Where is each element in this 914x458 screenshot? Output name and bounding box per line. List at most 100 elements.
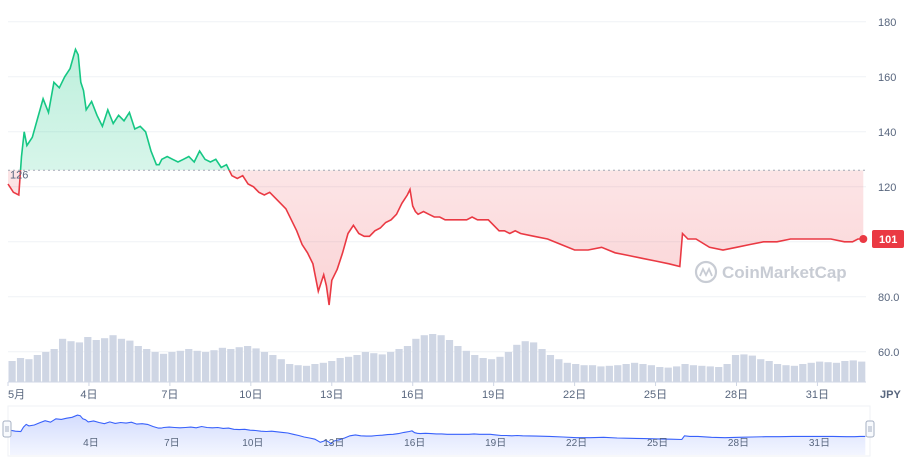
y-tick-label: 140	[878, 127, 896, 139]
volume-bar	[277, 359, 285, 382]
volume-bar	[824, 362, 832, 382]
volume-bar	[858, 361, 866, 382]
volume-bar	[849, 360, 857, 382]
volume-bar	[361, 352, 370, 382]
volume-bar	[58, 338, 67, 382]
x-tick-label: 10日	[239, 389, 262, 401]
volume-bar	[16, 358, 25, 382]
volume-bar	[252, 348, 260, 382]
volume-bar	[454, 346, 462, 382]
volume-bar	[33, 355, 41, 382]
navigator-x-tick-label: 13日	[323, 438, 344, 449]
current-price-label: 101	[879, 234, 897, 246]
volume-bar	[731, 355, 740, 382]
volume-bar	[664, 367, 672, 382]
volume-bars	[8, 334, 866, 382]
volume-bar	[765, 361, 773, 382]
navigator-x-tick-label: 4日	[83, 438, 99, 449]
volume-bar	[151, 352, 159, 382]
volume-bar	[698, 365, 706, 382]
volume-bar	[807, 362, 815, 382]
volume-bar	[42, 352, 50, 382]
volume-bar	[319, 362, 327, 382]
volume-bar	[84, 337, 92, 382]
volume-bar	[799, 364, 807, 382]
volume-bar	[370, 353, 378, 382]
price-areas	[8, 49, 864, 305]
volume-bar	[92, 340, 100, 382]
volume-bar	[471, 355, 479, 382]
volume-bar	[185, 349, 193, 382]
y-tick-label: 60.0	[878, 347, 899, 359]
volume-bar	[311, 364, 319, 382]
volume-bar	[260, 352, 269, 382]
volume-bar	[429, 334, 437, 382]
volume-bar	[143, 349, 151, 382]
volume-bar	[614, 365, 622, 382]
price-line-below-reference	[7, 170, 864, 306]
volume-bar	[50, 349, 58, 382]
volume-bar	[572, 364, 580, 382]
volume-bar	[294, 365, 302, 382]
volume-bar	[168, 352, 176, 382]
volume-bar	[328, 361, 336, 382]
navigator-x-axis: 4日 7日 10日 13日 16日 19日 22日 25日 28日 31日	[83, 438, 830, 449]
volume-bar	[67, 341, 75, 382]
volume-bar	[782, 365, 790, 382]
volume-bar	[605, 365, 613, 382]
coinmarketcap-logo-wave	[699, 266, 713, 278]
volume-bar	[673, 366, 681, 382]
volume-bar	[748, 355, 756, 382]
x-tick-label: 13日	[320, 389, 343, 401]
price-area-above-reference	[8, 49, 864, 171]
volume-bar	[269, 355, 277, 382]
navigator-x-tick-label: 25日	[647, 438, 668, 449]
volume-bar	[521, 341, 529, 382]
volume-bar	[336, 358, 344, 382]
navigator-x-tick-label: 31日	[809, 438, 830, 449]
volume-bar	[286, 364, 294, 382]
y-tick-label: 180	[878, 17, 896, 29]
volume-bar	[244, 346, 252, 382]
volume-bar	[218, 347, 227, 382]
navigator-right-handle[interactable]	[865, 420, 875, 438]
x-axis: 5月 4日 7日 10日 13日 16日 19日 22日 25日 28日 31日	[7, 382, 829, 401]
volume-bar	[715, 367, 723, 382]
volume-bar	[689, 365, 698, 382]
volume-bar	[8, 361, 16, 382]
volume-bar	[109, 335, 117, 382]
volume-bar	[353, 355, 361, 382]
range-navigator[interactable]: 4日 7日 10日 13日 16日 19日 22日 25日 28日 31日	[2, 405, 875, 457]
volume-bar	[462, 350, 470, 382]
volume-bar	[706, 366, 714, 382]
currency-label: JPY	[880, 389, 901, 401]
volume-bar	[546, 355, 555, 382]
volume-bar	[420, 335, 428, 382]
volume-bar	[403, 346, 412, 382]
volume-bar	[841, 361, 849, 382]
volume-bar	[538, 349, 546, 382]
volume-bar	[134, 346, 142, 382]
y-axis: 180 160 140 120 101 80.0 60.0	[878, 17, 899, 359]
price-lines	[7, 47, 864, 306]
volume-bar	[773, 364, 782, 382]
volume-bar	[630, 362, 639, 382]
current-price-dot	[859, 235, 868, 243]
volume-bar	[193, 350, 201, 382]
volume-bar	[504, 352, 513, 382]
volume-bar	[656, 367, 664, 382]
y-tick-label: 160	[878, 72, 896, 84]
navigator-left-handle[interactable]	[2, 420, 12, 438]
volume-bar	[302, 365, 311, 382]
volume-bar	[126, 340, 134, 382]
volume-bar	[555, 359, 563, 382]
volume-bar	[201, 352, 210, 382]
volume-bar	[639, 364, 647, 382]
x-tick-label: 31日	[806, 389, 829, 401]
navigator-x-tick-label: 7日	[164, 438, 180, 449]
current-price-badge-bg	[872, 230, 904, 248]
navigator-area	[10, 415, 866, 455]
volume-bar	[235, 347, 243, 382]
volume-bar	[479, 358, 487, 382]
